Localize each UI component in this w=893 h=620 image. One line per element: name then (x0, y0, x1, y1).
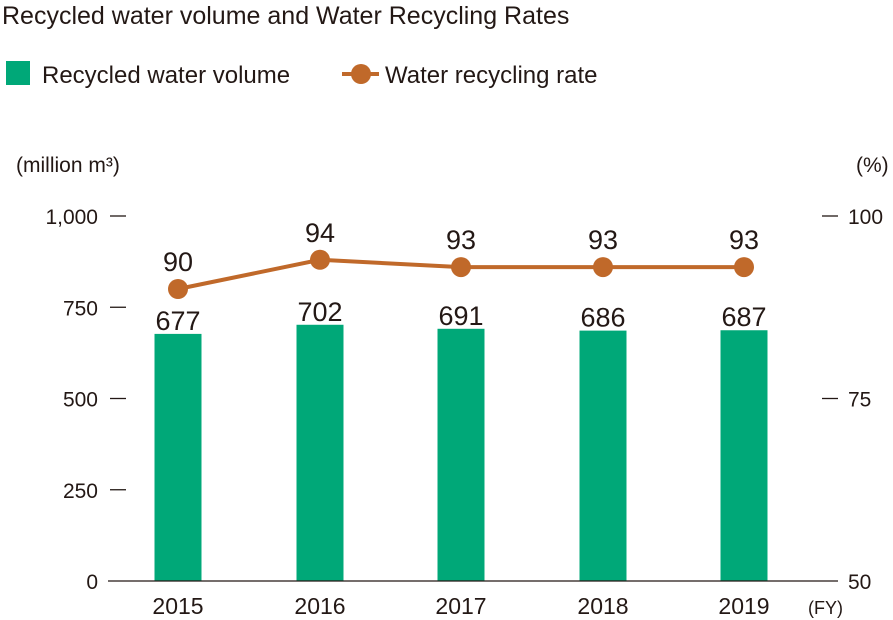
x-tick-label-2017: 2017 (435, 593, 486, 619)
rate-label-2015: 90 (163, 247, 193, 277)
y-left-tick-label: 250 (63, 480, 98, 503)
bar-2018 (579, 330, 627, 581)
x-axis-label: (FY) (808, 598, 843, 618)
y-right-tick-label: 100 (848, 206, 883, 229)
bar-label-2016: 702 (297, 297, 342, 327)
y-axis-left-label: (million m³) (16, 154, 120, 177)
bar-label-2019: 687 (721, 302, 766, 332)
bar-label-2018: 686 (580, 303, 625, 333)
rate-point-2019 (734, 257, 754, 278)
legend-swatch-marker (351, 64, 371, 84)
legend-label-bar: Recycled water volume (42, 62, 290, 89)
y-axis-right-label: (%) (856, 154, 889, 177)
bar-2015 (154, 333, 202, 581)
bar-label-2015: 677 (155, 306, 200, 336)
rate-point-2017 (451, 257, 471, 278)
y-right-tick-label: 50 (848, 571, 871, 594)
legend: Recycled water volume Water recycling ra… (6, 61, 598, 89)
bar-2019 (720, 330, 768, 581)
legend-swatch-bar (6, 61, 30, 85)
x-tick-label-2015: 2015 (152, 593, 203, 619)
y-left-tick-label: 750 (63, 297, 98, 320)
y-right-tick-label: 75 (848, 389, 871, 412)
x-tick-label-2016: 2016 (294, 593, 345, 619)
y-left-tick-label: 1,000 (45, 206, 98, 229)
y-left-tick-label: 500 (63, 389, 98, 412)
rate-point-2015 (168, 279, 188, 299)
rate-label-2016: 94 (305, 218, 335, 248)
rate-point-2016 (310, 249, 330, 270)
x-tick-label-2019: 2019 (718, 593, 769, 619)
rate-label-2017: 93 (446, 225, 476, 255)
bar-label-2017: 691 (438, 301, 483, 331)
rate-point-2018 (593, 257, 613, 278)
x-tick-label-2018: 2018 (577, 593, 628, 619)
bar-2017 (437, 328, 485, 581)
y-left-tick-label: 0 (86, 571, 98, 594)
bar-2016 (296, 324, 344, 581)
rate-label-2018: 93 (588, 225, 618, 255)
legend-label-line: Water recycling rate (385, 62, 598, 89)
chart-title: Recycled water volume and Water Recyclin… (2, 2, 569, 30)
rate-label-2019: 93 (729, 225, 759, 255)
